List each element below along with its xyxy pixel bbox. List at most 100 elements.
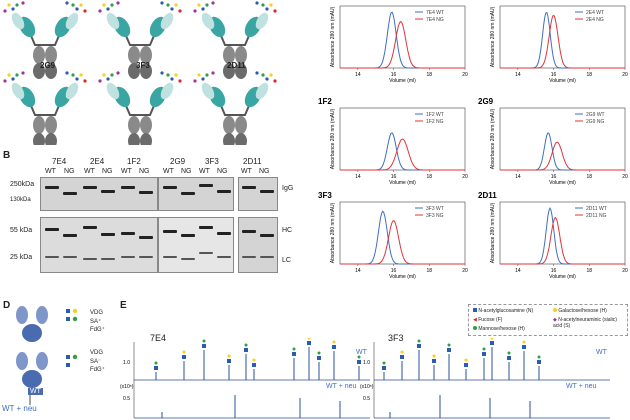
gel-clone-2g9: 2G9: [170, 157, 186, 166]
glycan-icon: [182, 350, 186, 354]
gel-clone-2e4: 2E4: [90, 157, 105, 166]
gel-wt-label: WT: [45, 168, 56, 175]
glycan-icon: [490, 338, 494, 340]
legend-label: 1F2 NG: [426, 119, 444, 125]
glycan-icon: [292, 347, 296, 351]
d-glycan-line: SA⁻: [90, 359, 102, 365]
chromatogram-1: 14 16 18 20 Volume (ml) Absorbance 280 nm (mA…: [490, 5, 628, 84]
chart-title: 2G9: [478, 97, 494, 106]
glycan-icon: [490, 341, 494, 345]
legend-item: N-acetylglucosamine (N): [473, 308, 533, 314]
legend-label: 3F3 NG: [426, 213, 444, 219]
row-label-hc: HC: [282, 227, 293, 234]
antibody-label-2g9: 2G9: [40, 61, 56, 70]
glycan-icon: [182, 355, 186, 359]
x-axis-label: Volume (ml): [549, 78, 576, 84]
marker-250kda: 250kDa: [10, 181, 35, 188]
y-tick-label: 0.5: [363, 396, 370, 402]
x-tick-label: 16: [391, 268, 397, 274]
glycan-icon: [317, 356, 321, 360]
gel-clone-7e4: 7E4: [52, 157, 67, 166]
x-tick-label: 20: [622, 268, 628, 274]
glycan-icon: [417, 339, 421, 343]
y-axis-label: Absorbance 280 nm (mAU): [490, 202, 496, 263]
legend-label: 7E4 WT: [426, 10, 444, 16]
legend-label: 3F3 WT: [426, 206, 444, 212]
antibody-cartoon-grid: 2G9 3F3 2D11: [0, 0, 300, 150]
series-line-1f2-ng: [340, 138, 465, 171]
antibody-2g9-icon: [2, 70, 88, 150]
x-tick-label: 16: [551, 268, 557, 274]
glycan-icon: [382, 361, 386, 365]
legend-label: 2D11 NG: [586, 213, 607, 219]
glycan-icon: [317, 351, 321, 355]
glycan-icon: [227, 354, 231, 358]
x-tick-label: 20: [622, 174, 628, 180]
y-tick-label: 1.0: [123, 360, 130, 366]
x-tick-label: 14: [355, 174, 361, 180]
plot-frame: [339, 107, 466, 171]
glycan-icon: [154, 366, 158, 370]
panel-label-b: B: [3, 150, 11, 161]
y-axis-label: Absorbance 280 nm (mAU): [490, 6, 496, 67]
gel-clone-1f2: 1F2: [127, 157, 141, 166]
x-tick-label: 20: [622, 72, 628, 78]
gel-igg-2: [158, 177, 234, 211]
x-tick-label: 18: [427, 174, 433, 180]
antibody-label-2d11: 2D11: [227, 61, 246, 70]
marker-25kda: 25 kDa: [10, 254, 33, 261]
glycan-icon: [432, 354, 436, 358]
y-tick-label: 1.0: [363, 360, 370, 366]
x-tick-label: 18: [427, 72, 433, 78]
antibody-top-icon: [16, 306, 78, 342]
chart-title: 1F2: [318, 97, 332, 106]
glycan-icon: [252, 358, 256, 362]
spectrum-1: 1.0 0.5 (x10⁵) WT WT + neu: [360, 338, 610, 419]
series-line-2d11-ng: [500, 216, 625, 265]
glycan-icon: [307, 341, 311, 345]
gel-ng-label: NG: [102, 168, 113, 175]
gel-wt-label: WT: [241, 168, 252, 175]
x-tick-label: 20: [462, 72, 468, 78]
gel-ng-label: NG: [259, 168, 270, 175]
glycan-icon: [400, 355, 404, 359]
glycan-icon: [432, 359, 436, 363]
gel-wt-label: WT: [121, 168, 132, 175]
plot-frame: [499, 5, 626, 69]
legend-label: 2G9 NG: [586, 119, 604, 125]
marker-55kda: 55 kDa: [10, 227, 33, 234]
legend-label: 2G9 WT: [586, 112, 605, 118]
plot-frame: [339, 5, 466, 69]
x-tick-label: 20: [462, 174, 468, 180]
gel-clone-3f3: 3F3: [205, 157, 219, 166]
glycan-icon: [464, 363, 468, 367]
antibody-cartoons-svg: [2, 0, 278, 150]
antibody-3f3-icon: [97, 70, 183, 150]
d-wt-neu-label: WT + neu: [2, 404, 37, 413]
glycan-icon: [252, 363, 256, 367]
glycan-icon: [417, 344, 421, 348]
gel-hc-lc-1: [40, 217, 158, 273]
d-glycan-line: SA⁺: [90, 319, 102, 325]
chromatogram-grid: 14 16 18 20 Volume (ml) Absorbance 280 nm (mA…: [318, 5, 628, 280]
gel-igg-1: [40, 177, 158, 211]
x-tick-label: 14: [355, 72, 361, 78]
chromatogram-2: 1F2 14 16 18 20 Volume (ml) Absorbance 280 nm …: [318, 97, 468, 186]
gel-wt-label: WT: [163, 168, 174, 175]
antibody-mid-icon: [16, 352, 78, 388]
glycan-icon: [522, 345, 526, 349]
glycan-icon: [400, 350, 404, 354]
x-tick-label: 18: [587, 268, 593, 274]
glycan-icon: [482, 352, 486, 356]
legend-label: 7E4 NG: [426, 17, 444, 23]
d-glycan-line: VDG: [90, 350, 104, 356]
mass-spectra: 1.0 0.5 (x10⁵) WT WT + neu 1.0 0.5 (x10⁵) WT WT +…: [120, 338, 610, 419]
glycan-icon: [332, 345, 336, 349]
chromatogram-3: 2G9 14 16 18 20 Volume (ml) Absorbance 280 nm …: [478, 97, 628, 186]
x-tick-label: 14: [515, 174, 521, 180]
series-line-7e4-wt: [340, 11, 465, 69]
x-axis-label: Volume (ml): [389, 274, 416, 280]
glycan-icon: [447, 348, 451, 352]
gel-ng-label: NG: [181, 168, 192, 175]
d-glycan-line: FdG⁺: [90, 327, 105, 333]
